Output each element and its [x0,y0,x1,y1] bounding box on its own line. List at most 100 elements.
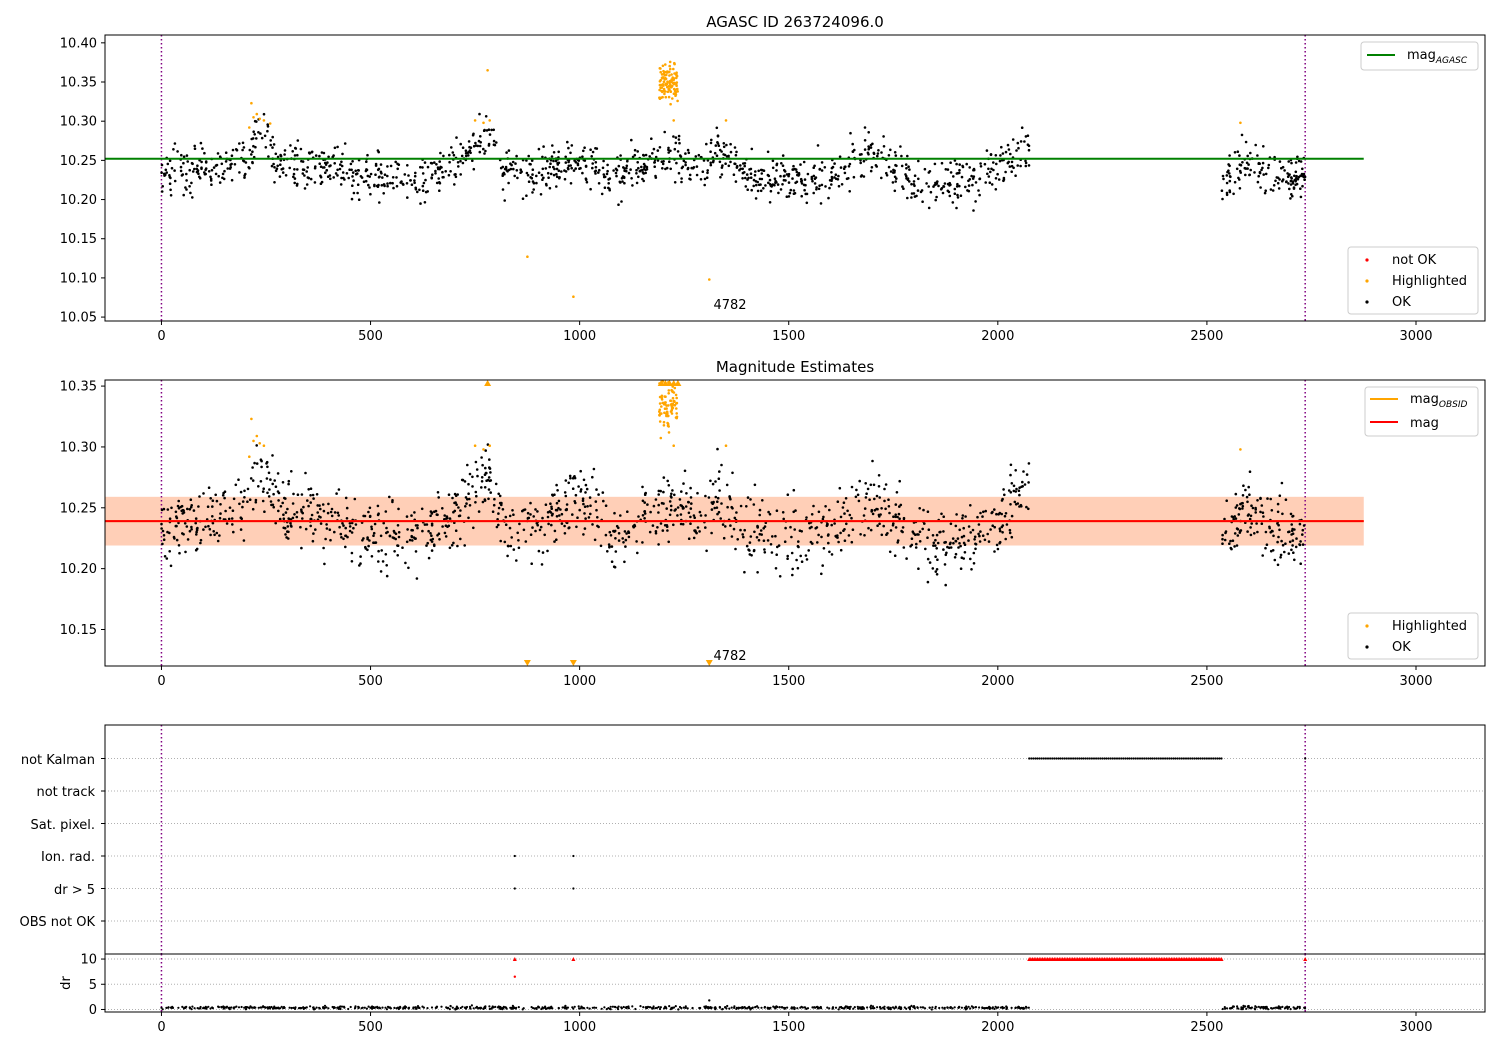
ok-point [967,525,971,528]
ok-point [191,170,195,173]
ok-point [885,174,889,177]
ok-point [901,526,905,529]
ok-point [896,515,899,519]
dr-point [488,1005,491,1008]
ok-point [226,167,229,170]
ok-point [326,161,329,164]
ok-point [1025,505,1028,509]
ok-point [1262,515,1265,518]
ok-point [1235,544,1239,547]
ok-point [243,176,246,179]
ok-point [253,133,256,136]
highlighted-point [676,375,679,378]
ok-point [706,169,709,172]
ok-point [899,503,903,507]
dr-point [514,1007,517,1010]
ok-point [746,178,749,181]
ok-point [640,165,643,169]
ok-point [1237,513,1241,516]
ok-point [732,173,736,176]
ok-point [186,507,189,511]
ok-point [749,167,753,171]
ok-point [901,530,904,534]
ok-point [898,479,901,483]
ok-point [949,541,952,545]
ok-point [965,162,968,166]
ok-point [652,147,656,151]
ok-point [1285,180,1288,184]
ok-point [1225,193,1229,197]
ok-point [403,173,407,176]
ok-point [348,525,352,528]
ok-point [629,168,632,171]
flag-point [1147,757,1150,760]
ok-point [810,175,814,179]
ok-point [878,496,881,499]
ok-point [910,196,913,199]
ok-point [345,172,349,175]
ok-point [617,203,620,206]
ok-point [668,500,672,503]
x-tick-label: 0 [157,329,165,344]
ok-point [583,505,587,509]
ok-point [434,169,437,173]
ok-point [329,510,333,514]
ok-point [775,169,778,172]
ok-point [354,169,358,173]
ok-point [602,175,606,179]
ok-point [384,510,388,513]
dr-point [965,1005,968,1008]
ok-point [566,140,569,144]
ok-point [541,516,544,520]
dr-point [1257,1005,1260,1008]
dr-point [1259,1006,1262,1009]
ok-point [169,188,172,192]
ok-point [1299,562,1302,565]
ok-point [833,522,836,525]
ok-point [739,504,743,508]
ok-point [218,534,221,537]
ok-point [424,178,427,182]
highlighted-point [673,81,676,85]
ok-point [188,185,191,188]
ok-point [269,478,272,481]
ok-point [578,167,581,170]
ok-point [1024,135,1028,138]
x-tick-label: 0 [157,674,165,689]
dr-point [199,1005,202,1009]
ok-point [195,167,199,171]
ok-point [552,159,555,163]
ok-point [981,534,985,537]
dr-point [482,1007,485,1011]
ok-point [957,546,960,549]
ok-point [351,175,354,178]
ok-point [207,486,211,490]
ok-point [276,155,280,159]
ok-point [717,144,721,147]
highlighted-point [663,92,666,96]
ok-point [426,165,430,169]
ok-point [955,513,958,516]
ok-point [1290,548,1293,552]
dr-point [783,1007,786,1010]
ok-point [859,533,862,536]
axes: 0 500 1000 1500 2000 2500 300010.0510.1010.151… [60,36,1433,344]
ok-point [386,184,389,188]
ok-point [1291,544,1294,547]
ok-point [280,168,284,171]
y-tick-label: 10 [80,953,97,968]
ok-point [940,187,944,190]
ok-point [860,153,863,156]
ok-point [176,150,179,153]
ok-point [437,532,441,535]
ok-point [623,181,626,185]
ok-point [352,526,355,530]
ok-point [953,192,957,195]
ok-point [1244,173,1247,177]
ok-point [657,489,661,493]
highlighted-point [673,400,676,404]
ok-point [857,499,861,503]
dr-point [919,1006,922,1009]
ok-point [1288,540,1292,544]
ok-point [669,508,673,512]
